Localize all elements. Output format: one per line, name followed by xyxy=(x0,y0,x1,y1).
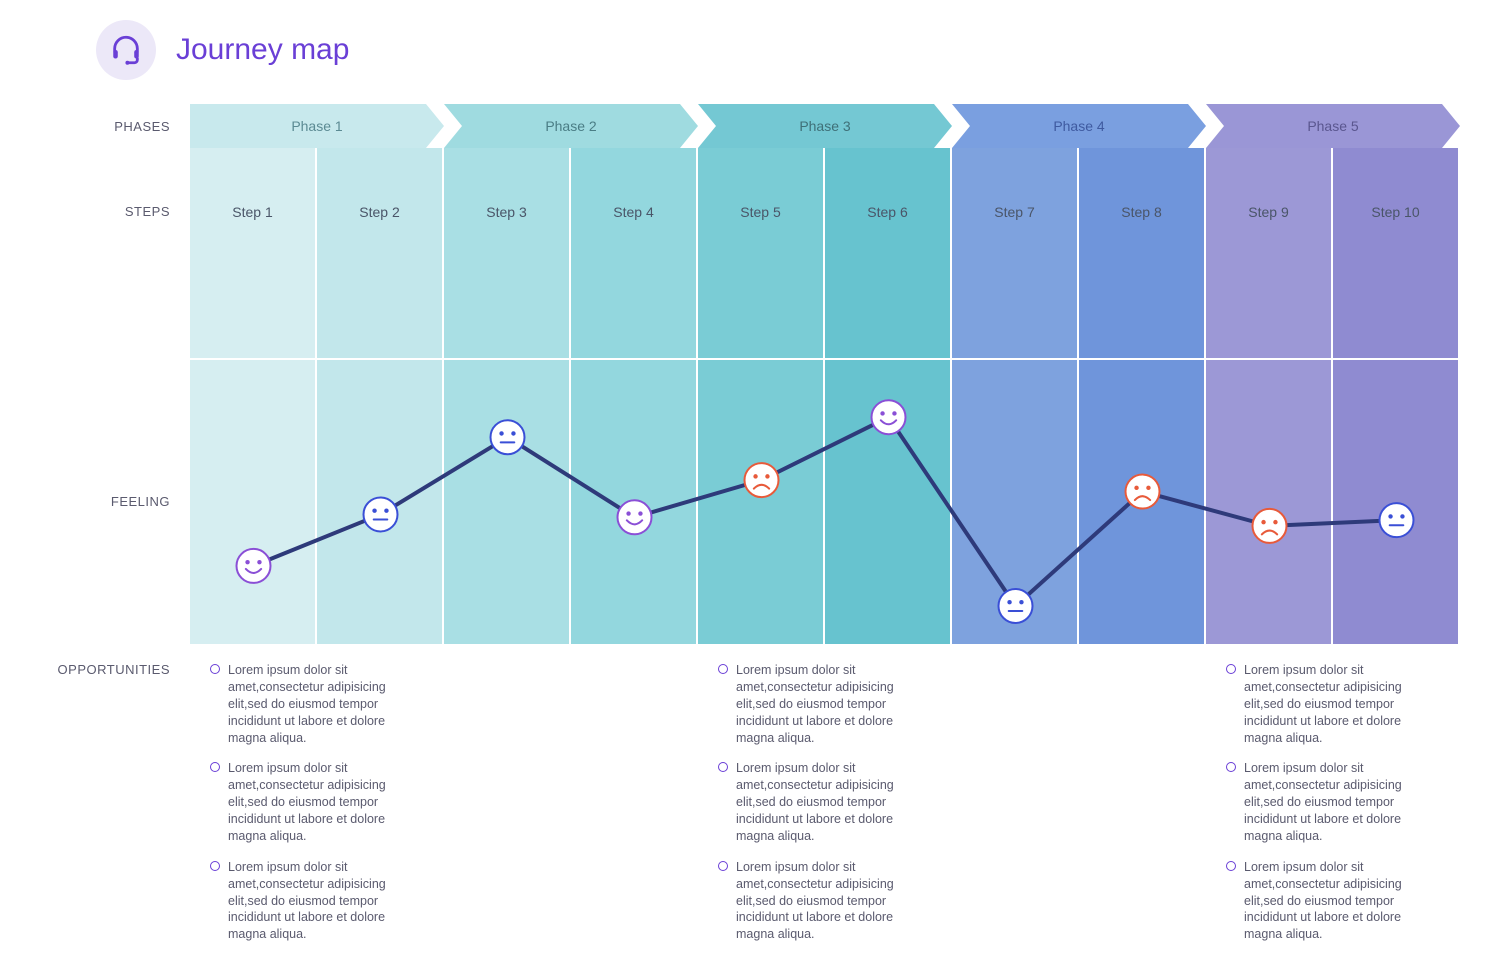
step-label: Step 3 xyxy=(486,204,526,220)
step-cell: Step 6 xyxy=(825,148,952,358)
step-cell: Step 9 xyxy=(1206,148,1333,358)
step-label: Step 5 xyxy=(740,204,780,220)
step-cell: Step 2 xyxy=(317,148,444,358)
bullet-icon xyxy=(1226,861,1236,871)
feeling-cell xyxy=(190,358,317,644)
step-label: Step 6 xyxy=(867,204,907,220)
opportunity-group xyxy=(952,644,1206,957)
row-label-phases: PHASES xyxy=(40,104,190,148)
step-label: Step 2 xyxy=(359,204,399,220)
opportunity-item: Lorem ipsum dolor sit amet,consectetur a… xyxy=(718,662,932,746)
opportunity-group: Lorem ipsum dolor sit amet,consectetur a… xyxy=(1206,644,1460,957)
opportunity-text: Lorem ipsum dolor sit amet,consectetur a… xyxy=(1244,859,1440,943)
opportunity-item: Lorem ipsum dolor sit amet,consectetur a… xyxy=(210,760,424,844)
bullet-icon xyxy=(1226,664,1236,674)
phase-arrow: Phase 4 xyxy=(952,104,1206,148)
step-label: Step 9 xyxy=(1248,204,1288,220)
phase-label: Phase 3 xyxy=(799,118,850,134)
feeling-cell xyxy=(825,358,952,644)
header: Journey map xyxy=(96,20,1460,80)
opportunity-text: Lorem ipsum dolor sit amet,consectetur a… xyxy=(1244,662,1440,746)
opportunity-text: Lorem ipsum dolor sit amet,consectetur a… xyxy=(736,760,932,844)
step-label: Step 10 xyxy=(1371,204,1419,220)
journey-grid: PHASES Phase 1 Phase 2 Phase 3 Phase 4 Phase … xyxy=(40,104,1460,957)
step-label: Step 1 xyxy=(232,204,272,220)
opportunity-item: Lorem ipsum dolor sit amet,consectetur a… xyxy=(210,662,424,746)
page-title: Journey map xyxy=(176,33,349,67)
row-label-feeling: FEELING xyxy=(40,358,190,644)
feeling-cell xyxy=(952,358,1079,644)
row-label-steps: STEPS xyxy=(40,148,190,358)
phase-label: Phase 4 xyxy=(1053,118,1104,134)
bullet-icon xyxy=(210,861,220,871)
bullet-icon xyxy=(718,664,728,674)
step-cell: Step 7 xyxy=(952,148,1079,358)
opportunity-item: Lorem ipsum dolor sit amet,consectetur a… xyxy=(718,859,932,943)
feeling-cell xyxy=(1206,358,1333,644)
feeling-cell xyxy=(698,358,825,644)
bullet-icon xyxy=(1226,762,1236,772)
opportunity-text: Lorem ipsum dolor sit amet,consectetur a… xyxy=(228,760,424,844)
phase-label: Phase 5 xyxy=(1307,118,1358,134)
phase-label: Phase 1 xyxy=(291,118,342,134)
step-cell: Step 1 xyxy=(190,148,317,358)
step-cell: Step 5 xyxy=(698,148,825,358)
opportunity-text: Lorem ipsum dolor sit amet,consectetur a… xyxy=(228,662,424,746)
feeling-cell xyxy=(444,358,571,644)
opportunity-group: Lorem ipsum dolor sit amet,consectetur a… xyxy=(698,644,952,957)
step-cell: Step 8 xyxy=(1079,148,1206,358)
phase-label: Phase 2 xyxy=(545,118,596,134)
feeling-cell xyxy=(571,358,698,644)
bullet-icon xyxy=(718,762,728,772)
feeling-cell xyxy=(1333,358,1460,644)
bullet-icon xyxy=(210,664,220,674)
step-label: Step 7 xyxy=(994,204,1034,220)
bullet-icon xyxy=(210,762,220,772)
step-label: Step 4 xyxy=(613,204,653,220)
bullet-icon xyxy=(718,861,728,871)
opportunity-text: Lorem ipsum dolor sit amet,consectetur a… xyxy=(736,859,932,943)
opportunity-item: Lorem ipsum dolor sit amet,consectetur a… xyxy=(1226,859,1440,943)
phase-arrow: Phase 5 xyxy=(1206,104,1460,148)
step-cell: Step 4 xyxy=(571,148,698,358)
opportunity-item: Lorem ipsum dolor sit amet,consectetur a… xyxy=(210,859,424,943)
step-cell: Step 3 xyxy=(444,148,571,358)
feeling-cell xyxy=(1079,358,1206,644)
step-cell: Step 10 xyxy=(1333,148,1460,358)
opportunity-text: Lorem ipsum dolor sit amet,consectetur a… xyxy=(1244,760,1440,844)
phase-arrow: Phase 2 xyxy=(444,104,698,148)
feeling-cell xyxy=(317,358,444,644)
opportunity-item: Lorem ipsum dolor sit amet,consectetur a… xyxy=(1226,662,1440,746)
opportunity-text: Lorem ipsum dolor sit amet,consectetur a… xyxy=(736,662,932,746)
opportunity-item: Lorem ipsum dolor sit amet,consectetur a… xyxy=(1226,760,1440,844)
phase-arrow: Phase 1 xyxy=(190,104,444,148)
opportunity-item: Lorem ipsum dolor sit amet,consectetur a… xyxy=(718,760,932,844)
phase-arrow: Phase 3 xyxy=(698,104,952,148)
opportunity-group: Lorem ipsum dolor sit amet,consectetur a… xyxy=(190,644,444,957)
step-label: Step 8 xyxy=(1121,204,1161,220)
opportunity-group xyxy=(444,644,698,957)
opportunity-text: Lorem ipsum dolor sit amet,consectetur a… xyxy=(228,859,424,943)
headset-icon xyxy=(96,20,156,80)
row-label-opportunities: OPPORTUNITIES xyxy=(40,644,190,957)
